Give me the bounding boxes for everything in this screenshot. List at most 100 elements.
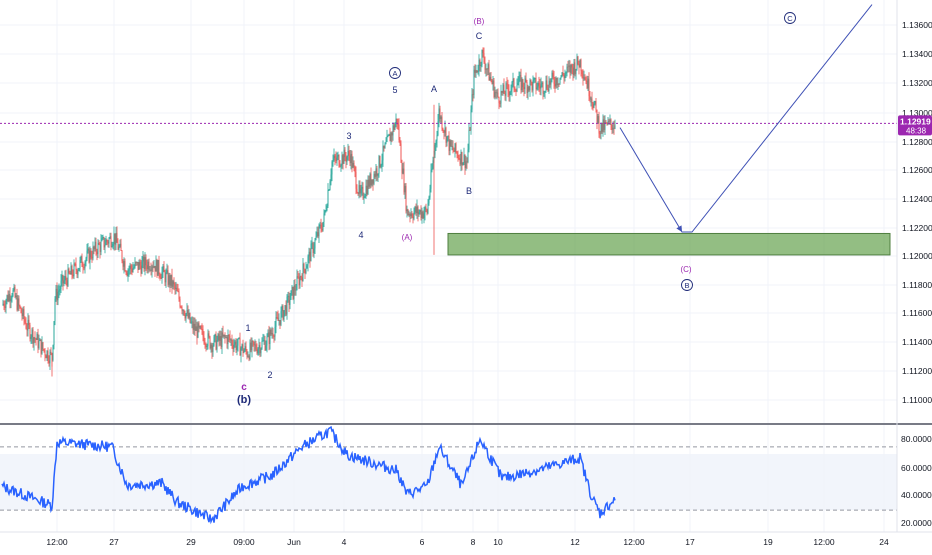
candle-body	[558, 83, 560, 85]
candle-body	[573, 62, 575, 75]
candle-body	[420, 210, 422, 218]
time-tick: 09:00	[233, 537, 255, 547]
candle-body	[29, 325, 31, 339]
candle-body	[533, 78, 535, 81]
candle-body	[211, 344, 213, 353]
candle-body	[41, 342, 43, 354]
candle-body	[365, 185, 367, 196]
time-tick: Jun	[287, 537, 301, 547]
candle-body	[327, 190, 329, 206]
candle-body	[472, 94, 474, 96]
candle-body	[355, 172, 357, 189]
candle-body	[594, 100, 596, 104]
candle-body	[583, 77, 585, 79]
candle-body	[438, 108, 440, 122]
candle-body	[26, 328, 28, 331]
candle-body	[236, 345, 238, 350]
candle-body	[408, 214, 410, 216]
rsi-tick: 20.0000	[901, 518, 932, 528]
candle-body	[491, 80, 493, 85]
candle-body	[115, 232, 117, 245]
candle-body	[180, 306, 182, 308]
candle-body	[117, 242, 119, 250]
wave-label-1: 1	[245, 323, 250, 333]
candle-body	[335, 158, 337, 161]
candle-body	[556, 77, 558, 85]
candle-body	[133, 267, 135, 269]
candle-body	[315, 236, 317, 240]
candle-body	[309, 251, 311, 262]
candle-body	[261, 340, 263, 349]
rsi-axis[interactable]: 80.0000 60.0000 40.0000 20.0000	[901, 434, 932, 528]
candle-body	[551, 72, 553, 79]
candle-body	[548, 80, 550, 92]
price-axis[interactable]: 1.13600 1.13400 1.13200 1.13000 1.12800 …	[902, 20, 932, 405]
candle-body	[396, 118, 398, 124]
candle-body	[311, 243, 313, 245]
candle-body	[527, 86, 529, 93]
time-axis[interactable]: 12:00 27 29 09:00 Jun 4 6 8 10 12 12:00 …	[46, 537, 889, 547]
time-tick: 24	[879, 537, 889, 547]
candle-body	[563, 75, 565, 79]
candle-body	[170, 274, 172, 286]
price-pane[interactable]	[0, 0, 897, 423]
candle-body	[325, 210, 327, 212]
candle-body	[608, 120, 610, 122]
candle-body	[279, 319, 281, 325]
candle-body	[135, 262, 137, 263]
candle-body	[485, 68, 487, 70]
candle-body	[387, 135, 389, 137]
time-tick: 19	[763, 537, 773, 547]
candle-body	[104, 245, 106, 248]
candle-body	[571, 64, 573, 68]
candle-body	[484, 62, 486, 70]
last-price-badge	[898, 115, 932, 136]
candle-body	[283, 310, 285, 320]
candle-body	[406, 209, 408, 212]
candle-body	[482, 49, 484, 54]
candle-body	[221, 332, 223, 348]
candle-body	[580, 59, 582, 72]
candle-body	[181, 307, 183, 311]
candle-body	[224, 334, 226, 338]
candle-body	[172, 281, 174, 287]
candle-body	[65, 276, 67, 281]
candle-body	[458, 158, 460, 160]
candle-body	[326, 205, 328, 211]
candle-body	[496, 92, 498, 94]
candle-body	[3, 303, 5, 307]
candle-body	[233, 344, 235, 350]
candle-body	[422, 211, 424, 219]
candle-body	[23, 309, 25, 320]
candle-body	[304, 269, 306, 274]
candle-body	[528, 86, 530, 91]
candle-body	[142, 256, 144, 262]
candle-body	[274, 326, 276, 337]
candle-body	[537, 83, 539, 88]
countdown-label: 48:38	[906, 126, 927, 135]
candle-body	[582, 74, 584, 79]
candle-body	[291, 286, 293, 291]
candle-body	[186, 309, 188, 314]
candle-body	[501, 90, 503, 93]
candle-body	[385, 141, 387, 144]
candle-body	[399, 140, 401, 144]
candle-body	[546, 80, 548, 89]
rsi-band	[0, 454, 897, 510]
candle-body	[460, 151, 462, 165]
candle-body	[318, 224, 320, 237]
candle-body	[52, 345, 54, 361]
candle-body	[10, 298, 12, 302]
candle-body	[276, 317, 278, 319]
target-zone[interactable]	[447, 232, 891, 256]
candle-body	[524, 78, 526, 90]
projection-line[interactable]	[619, 4, 873, 233]
candle-body	[597, 116, 599, 123]
candle-body	[369, 173, 371, 187]
rsi-tick: 40.0000	[901, 490, 932, 500]
time-tick: 12:00	[46, 537, 68, 547]
candle-body	[28, 319, 30, 326]
candle-body	[492, 80, 494, 85]
